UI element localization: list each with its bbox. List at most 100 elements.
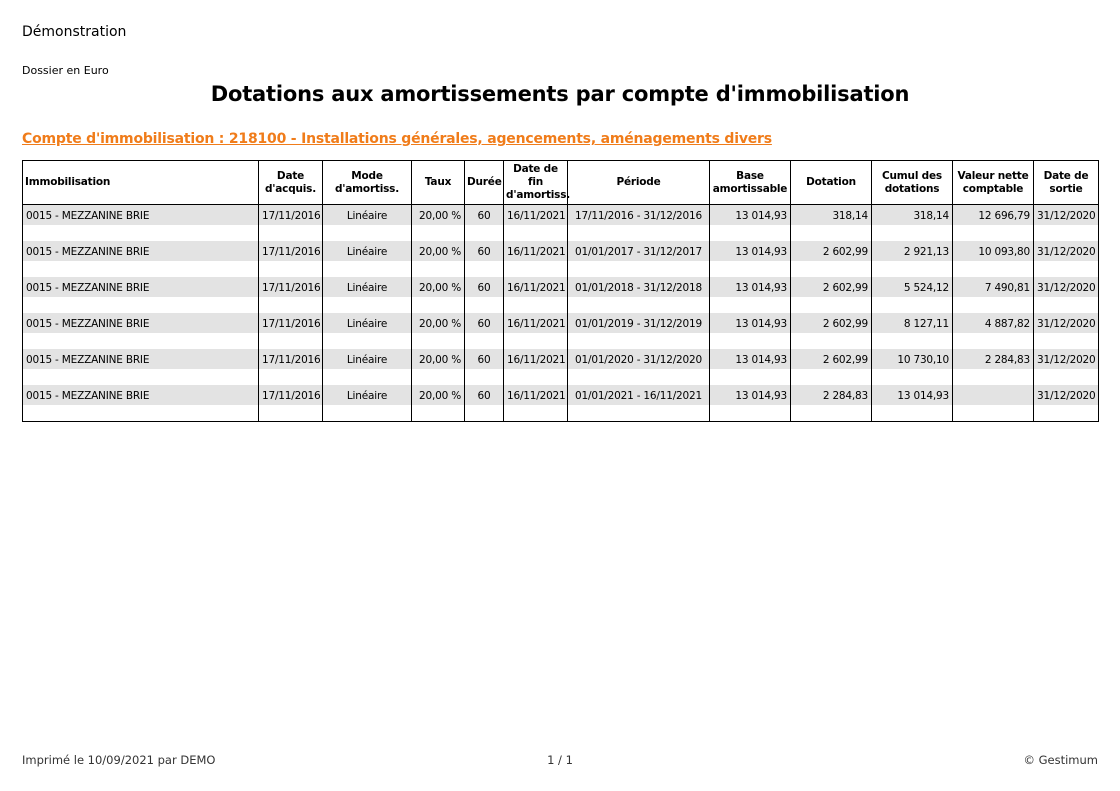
cell-duree: 60 bbox=[464, 241, 504, 277]
cell-date-acquis: 17/11/2016 bbox=[258, 349, 323, 385]
cell-vnc: 2 284,83 bbox=[952, 349, 1034, 385]
cell-dotation: 2 602,99 bbox=[790, 349, 872, 385]
cell-date-fin: 16/11/2021 bbox=[503, 277, 568, 313]
cell-mode-value: Linéaire bbox=[323, 385, 411, 405]
cell-vnc-value: 12 696,79 bbox=[953, 205, 1033, 225]
cell-duree: 60 bbox=[464, 204, 504, 241]
cell-date-fin: 16/11/2021 bbox=[503, 241, 568, 277]
cell-duree-value: 60 bbox=[465, 205, 503, 225]
cell-duree: 60 bbox=[464, 349, 504, 385]
cell-dotation-value: 2 602,99 bbox=[791, 349, 871, 369]
cell-sortie-value: 31/12/2020 bbox=[1034, 241, 1098, 261]
cell-date-acquis-value: 17/11/2016 bbox=[259, 385, 322, 405]
cell-vnc: 4 887,82 bbox=[952, 313, 1034, 349]
cell-date-fin: 16/11/2021 bbox=[503, 349, 568, 385]
cell-taux: 20,00 % bbox=[411, 349, 465, 385]
cell-sortie-value: 31/12/2020 bbox=[1034, 313, 1098, 333]
cell-dotation: 2 602,99 bbox=[790, 241, 872, 277]
cell-date-fin-value: 16/11/2021 bbox=[504, 313, 567, 333]
report-title: Dotations aux amortissements par compte … bbox=[210, 82, 910, 106]
cell-periode-value: 01/01/2017 - 31/12/2017 bbox=[568, 241, 709, 261]
cell-cumul: 13 014,93 bbox=[871, 385, 953, 422]
table-row: 0015 - MEZZANINE BRIE 17/11/2016 Linéaire 2… bbox=[22, 204, 1099, 241]
cell-cumul-value: 2 921,13 bbox=[872, 241, 952, 261]
cell-dotation: 2 602,99 bbox=[790, 313, 872, 349]
cell-date-acquis-value: 17/11/2016 bbox=[259, 277, 322, 297]
col-header-dotation: Dotation bbox=[790, 160, 872, 205]
col-header-sortie: Date de sortie bbox=[1033, 160, 1099, 205]
cell-immobilisation-value: 0015 - MEZZANINE BRIE bbox=[23, 385, 258, 405]
table-row: 0015 - MEZZANINE BRIE 17/11/2016 Linéaire 2… bbox=[22, 349, 1099, 385]
cell-date-fin-value: 16/11/2021 bbox=[504, 277, 567, 297]
col-header-date-acquis: Date d'acquis. bbox=[258, 160, 323, 205]
col-header-duree: Durée bbox=[464, 160, 504, 205]
cell-date-fin-value: 16/11/2021 bbox=[504, 205, 567, 225]
cell-sortie-value: 31/12/2020 bbox=[1034, 385, 1098, 405]
cell-taux-value: 20,00 % bbox=[412, 277, 464, 297]
cell-vnc: 7 490,81 bbox=[952, 277, 1034, 313]
cell-sortie: 31/12/2020 bbox=[1033, 277, 1099, 313]
col-header-taux: Taux bbox=[411, 160, 465, 205]
cell-immobilisation-value: 0015 - MEZZANINE BRIE bbox=[23, 241, 258, 261]
cell-duree: 60 bbox=[464, 277, 504, 313]
cell-mode-value: Linéaire bbox=[323, 277, 411, 297]
cell-base: 13 014,93 bbox=[709, 277, 791, 313]
copyright: © Gestimum bbox=[1023, 753, 1098, 767]
cell-vnc-value: 2 284,83 bbox=[953, 349, 1033, 369]
cell-base-value: 13 014,93 bbox=[710, 277, 790, 297]
cell-base-value: 13 014,93 bbox=[710, 241, 790, 261]
cell-date-fin: 16/11/2021 bbox=[503, 385, 568, 422]
cell-mode-value: Linéaire bbox=[323, 241, 411, 261]
cell-taux-value: 20,00 % bbox=[412, 385, 464, 405]
cell-base: 13 014,93 bbox=[709, 349, 791, 385]
col-header-mode: Mode d'amortiss. bbox=[322, 160, 412, 205]
cell-mode: Linéaire bbox=[322, 313, 412, 349]
cell-date-acquis-value: 17/11/2016 bbox=[259, 241, 322, 261]
cell-immobilisation: 0015 - MEZZANINE BRIE bbox=[22, 277, 259, 313]
cell-cumul-value: 8 127,11 bbox=[872, 313, 952, 333]
cell-cumul: 10 730,10 bbox=[871, 349, 953, 385]
cell-taux: 20,00 % bbox=[411, 204, 465, 241]
cell-immobilisation-value: 0015 - MEZZANINE BRIE bbox=[23, 277, 258, 297]
cell-dotation: 2 284,83 bbox=[790, 385, 872, 422]
col-header-immobilisation: Immobilisation bbox=[22, 160, 259, 205]
printed-info: Imprimé le 10/09/2021 par DEMO bbox=[22, 753, 216, 767]
cell-vnc: 10 093,80 bbox=[952, 241, 1034, 277]
cell-cumul-value: 10 730,10 bbox=[872, 349, 952, 369]
cell-sortie-value: 31/12/2020 bbox=[1034, 205, 1098, 225]
cell-cumul: 8 127,11 bbox=[871, 313, 953, 349]
cell-vnc-value: 7 490,81 bbox=[953, 277, 1033, 297]
col-header-cumul: Cumul des dotations bbox=[871, 160, 953, 205]
table-header-row: Immobilisation Date d'acquis. Mode d'amort… bbox=[22, 160, 1099, 205]
cell-duree-value: 60 bbox=[465, 313, 503, 333]
cell-date-acquis-value: 17/11/2016 bbox=[259, 349, 322, 369]
cell-immobilisation: 0015 - MEZZANINE BRIE bbox=[22, 241, 259, 277]
cell-periode-value: 17/11/2016 - 31/12/2016 bbox=[568, 205, 709, 225]
cell-immobilisation-value: 0015 - MEZZANINE BRIE bbox=[23, 313, 258, 333]
table-row: 0015 - MEZZANINE BRIE 17/11/2016 Linéaire 2… bbox=[22, 241, 1099, 277]
cell-immobilisation: 0015 - MEZZANINE BRIE bbox=[22, 349, 259, 385]
cell-date-acquis-value: 17/11/2016 bbox=[259, 313, 322, 333]
cell-duree-value: 60 bbox=[465, 349, 503, 369]
cell-cumul-value: 318,14 bbox=[872, 205, 952, 225]
cell-base: 13 014,93 bbox=[709, 241, 791, 277]
cell-taux: 20,00 % bbox=[411, 385, 465, 422]
cell-duree-value: 60 bbox=[465, 241, 503, 261]
table-row: 0015 - MEZZANINE BRIE 17/11/2016 Linéaire 2… bbox=[22, 313, 1099, 349]
cell-dotation-value: 2 602,99 bbox=[791, 241, 871, 261]
cell-sortie-value: 31/12/2020 bbox=[1034, 349, 1098, 369]
cell-base-value: 13 014,93 bbox=[710, 205, 790, 225]
cell-cumul: 5 524,12 bbox=[871, 277, 953, 313]
cell-sortie: 31/12/2020 bbox=[1033, 349, 1099, 385]
cell-date-acquis: 17/11/2016 bbox=[258, 313, 323, 349]
cell-date-fin: 16/11/2021 bbox=[503, 204, 568, 241]
cell-periode: 01/01/2017 - 31/12/2017 bbox=[567, 241, 710, 277]
cell-mode-value: Linéaire bbox=[323, 205, 411, 225]
cell-sortie: 31/12/2020 bbox=[1033, 313, 1099, 349]
cell-vnc-value: 4 887,82 bbox=[953, 313, 1033, 333]
cell-periode: 01/01/2019 - 31/12/2019 bbox=[567, 313, 710, 349]
cell-cumul: 2 921,13 bbox=[871, 241, 953, 277]
cell-immobilisation: 0015 - MEZZANINE BRIE bbox=[22, 204, 259, 241]
dossier-currency: Dossier en Euro bbox=[22, 64, 109, 77]
cell-periode-value: 01/01/2021 - 16/11/2021 bbox=[568, 385, 709, 405]
